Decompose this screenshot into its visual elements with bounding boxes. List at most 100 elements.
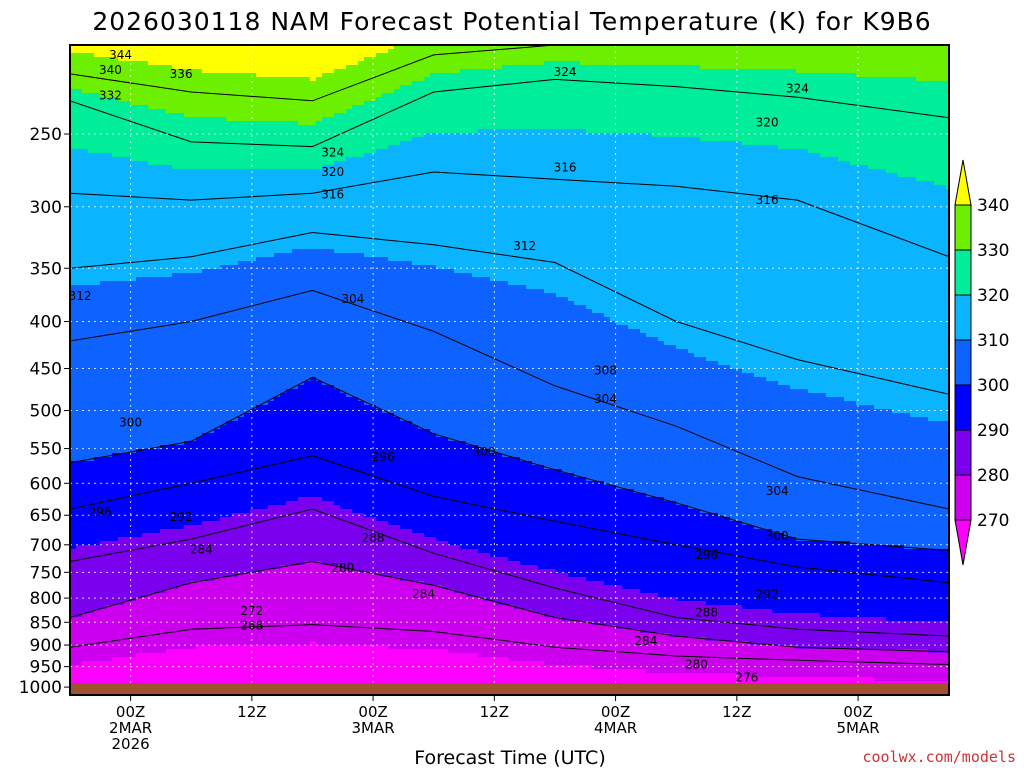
theta-cell [172,405,179,410]
theta-cell [130,125,137,130]
theta-cell [184,513,191,518]
theta-cell [154,69,161,74]
theta-cell [184,381,191,386]
theta-cell [70,185,77,190]
theta-cell [160,237,167,242]
theta-cell [178,653,185,658]
theta-cell [94,257,101,262]
theta-cell [130,369,137,374]
theta-cell [196,449,203,454]
theta-cell [82,453,89,458]
theta-cell [76,589,83,594]
theta-cell [220,97,227,102]
theta-cell [118,593,125,598]
theta-cell [154,625,161,630]
theta-cell [136,361,143,366]
theta-cell [94,449,101,454]
theta-cell [178,605,185,610]
theta-cell [94,221,101,226]
theta-cell [238,581,245,586]
theta-cell [160,121,167,126]
theta-cell [88,45,95,50]
theta-cell [244,77,251,82]
theta-cell [130,489,137,494]
theta-cell [196,193,203,198]
theta-cell [160,373,167,378]
theta-cell [160,309,167,314]
theta-cell [124,645,131,650]
theta-cell [70,485,77,490]
theta-cell [226,341,233,346]
theta-cell [130,377,137,382]
theta-cell [202,413,209,418]
theta-cell [232,353,239,358]
theta-cell [82,509,89,514]
theta-cell [244,433,251,438]
theta-cell [100,389,107,394]
theta-cell [118,629,125,634]
theta-cell [112,77,119,82]
theta-cell [76,305,83,310]
theta-cell [142,653,149,658]
theta-cell [208,89,215,94]
theta-cell [214,281,221,286]
theta-cell [220,177,227,182]
theta-cell [160,625,167,630]
theta-cell [220,565,227,570]
theta-cell [76,349,83,354]
theta-cell [184,245,191,250]
theta-cell [250,241,257,246]
theta-cell [220,265,227,270]
theta-cell [130,353,137,358]
theta-cell [76,209,83,214]
theta-cell [244,385,251,390]
theta-cell [184,585,191,590]
theta-cell [76,573,83,578]
theta-cell [70,93,77,98]
theta-cell [148,193,155,198]
theta-cell [184,105,191,110]
theta-cell [94,85,101,90]
theta-cell [154,593,161,598]
theta-cell [166,565,173,570]
theta-cell [136,205,143,210]
theta-cell [154,669,161,674]
theta-cell [172,613,179,618]
theta-cell [244,233,251,238]
theta-cell [160,609,167,614]
theta-cell [190,365,197,370]
theta-cell [112,477,119,482]
theta-cell [226,381,233,386]
theta-cell [154,633,161,638]
theta-cell [226,213,233,218]
theta-cell [238,317,245,322]
theta-cell [172,89,179,94]
theta-cell [184,401,191,406]
theta-cell [220,241,227,246]
theta-cell [214,485,221,490]
theta-cell [82,661,89,666]
theta-cell [226,453,233,458]
theta-cell [196,601,203,606]
theta-cell [148,269,155,274]
theta-cell [82,621,89,626]
theta-cell [100,381,107,386]
theta-cell [190,457,197,462]
theta-cell [112,405,119,410]
theta-cell [100,177,107,182]
theta-cell [112,317,119,322]
theta-cell [154,561,161,566]
theta-cell [130,545,137,550]
theta-cell [202,677,209,682]
theta-cell [196,429,203,434]
theta-cell [208,225,215,230]
theta-cell [82,105,89,110]
theta-cell [148,477,155,482]
theta-cell [118,433,125,438]
theta-cell [184,193,191,198]
theta-cell [124,489,131,494]
theta-cell [214,553,221,558]
theta-cell [208,529,215,534]
theta-cell [214,225,221,230]
theta-cell [148,441,155,446]
